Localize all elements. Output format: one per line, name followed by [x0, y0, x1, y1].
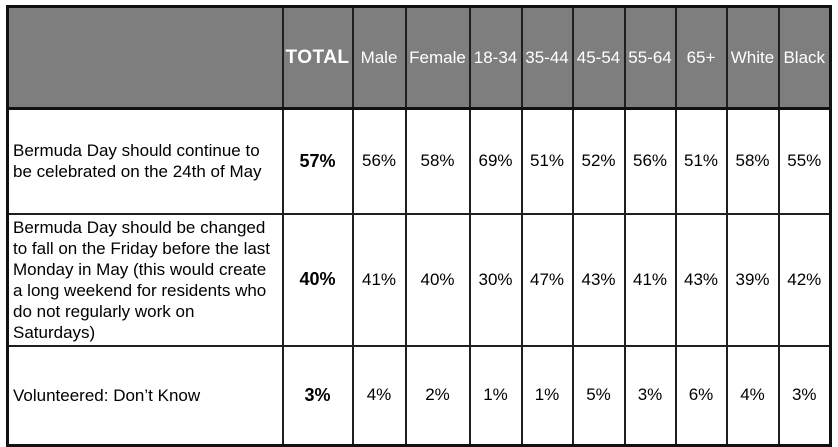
value-cell-65-plus: 43% — [674, 212, 728, 347]
column-header-age-65-plus: 65+ — [674, 5, 728, 110]
value-cell-18-34: 30% — [468, 212, 523, 347]
value-cell-total: 3% — [281, 344, 354, 447]
value-cell-black: 3% — [777, 344, 832, 447]
value-cell-male: 56% — [351, 107, 407, 215]
value-cell-female: 2% — [404, 344, 471, 447]
value-cell-55-64: 56% — [623, 107, 677, 215]
column-header-total: TOTAL — [281, 5, 354, 110]
value-cell-female: 58% — [404, 107, 471, 215]
value-cell-total: 40% — [281, 212, 354, 347]
table-row-continue-24th-may: Bermuda Day should continue to be celebr… — [6, 107, 832, 215]
column-header-black: Black — [777, 5, 832, 110]
table-row-dont-know: Volunteered: Don’t Know 3% 4% 2% 1% 1% 5… — [6, 344, 832, 447]
row-label: Bermuda Day should continue to be celebr… — [6, 107, 284, 215]
value-cell-18-34: 1% — [468, 344, 523, 447]
value-cell-black: 42% — [777, 212, 832, 347]
value-cell-white: 58% — [725, 107, 780, 215]
row-label: Bermuda Day should be changed to fall on… — [6, 212, 284, 347]
column-header-age-35-44: 35-44 — [520, 5, 574, 110]
value-cell-45-54: 52% — [571, 107, 626, 215]
value-cell-65-plus: 51% — [674, 107, 728, 215]
column-header-white: White — [725, 5, 780, 110]
value-cell-65-plus: 6% — [674, 344, 728, 447]
value-cell-55-64: 41% — [623, 212, 677, 347]
column-header-age-18-34: 18-34 — [468, 5, 523, 110]
column-header-age-55-64: 55-64 — [623, 5, 677, 110]
value-cell-18-34: 69% — [468, 107, 523, 215]
value-cell-male: 41% — [351, 212, 407, 347]
value-cell-55-64: 3% — [623, 344, 677, 447]
column-header-age-45-54: 45-54 — [571, 5, 626, 110]
column-header-empty — [6, 5, 284, 110]
value-cell-45-54: 43% — [571, 212, 626, 347]
value-cell-35-44: 51% — [520, 107, 574, 215]
value-cell-white: 4% — [725, 344, 780, 447]
value-cell-35-44: 1% — [520, 344, 574, 447]
value-cell-black: 55% — [777, 107, 832, 215]
value-cell-35-44: 47% — [520, 212, 574, 347]
value-cell-female: 40% — [404, 212, 471, 347]
value-cell-total: 57% — [281, 107, 354, 215]
column-header-male: Male — [351, 5, 407, 110]
column-header-female: Female — [404, 5, 471, 110]
value-cell-white: 39% — [725, 212, 780, 347]
row-label: Volunteered: Don’t Know — [6, 344, 284, 447]
table-row-change-to-friday: Bermuda Day should be changed to fall on… — [6, 212, 832, 347]
header-row: TOTAL Male Female 18-34 35-44 45-54 55-6… — [6, 5, 832, 110]
value-cell-45-54: 5% — [571, 344, 626, 447]
survey-results-table: TOTAL Male Female 18-34 35-44 45-54 55-6… — [6, 5, 832, 447]
